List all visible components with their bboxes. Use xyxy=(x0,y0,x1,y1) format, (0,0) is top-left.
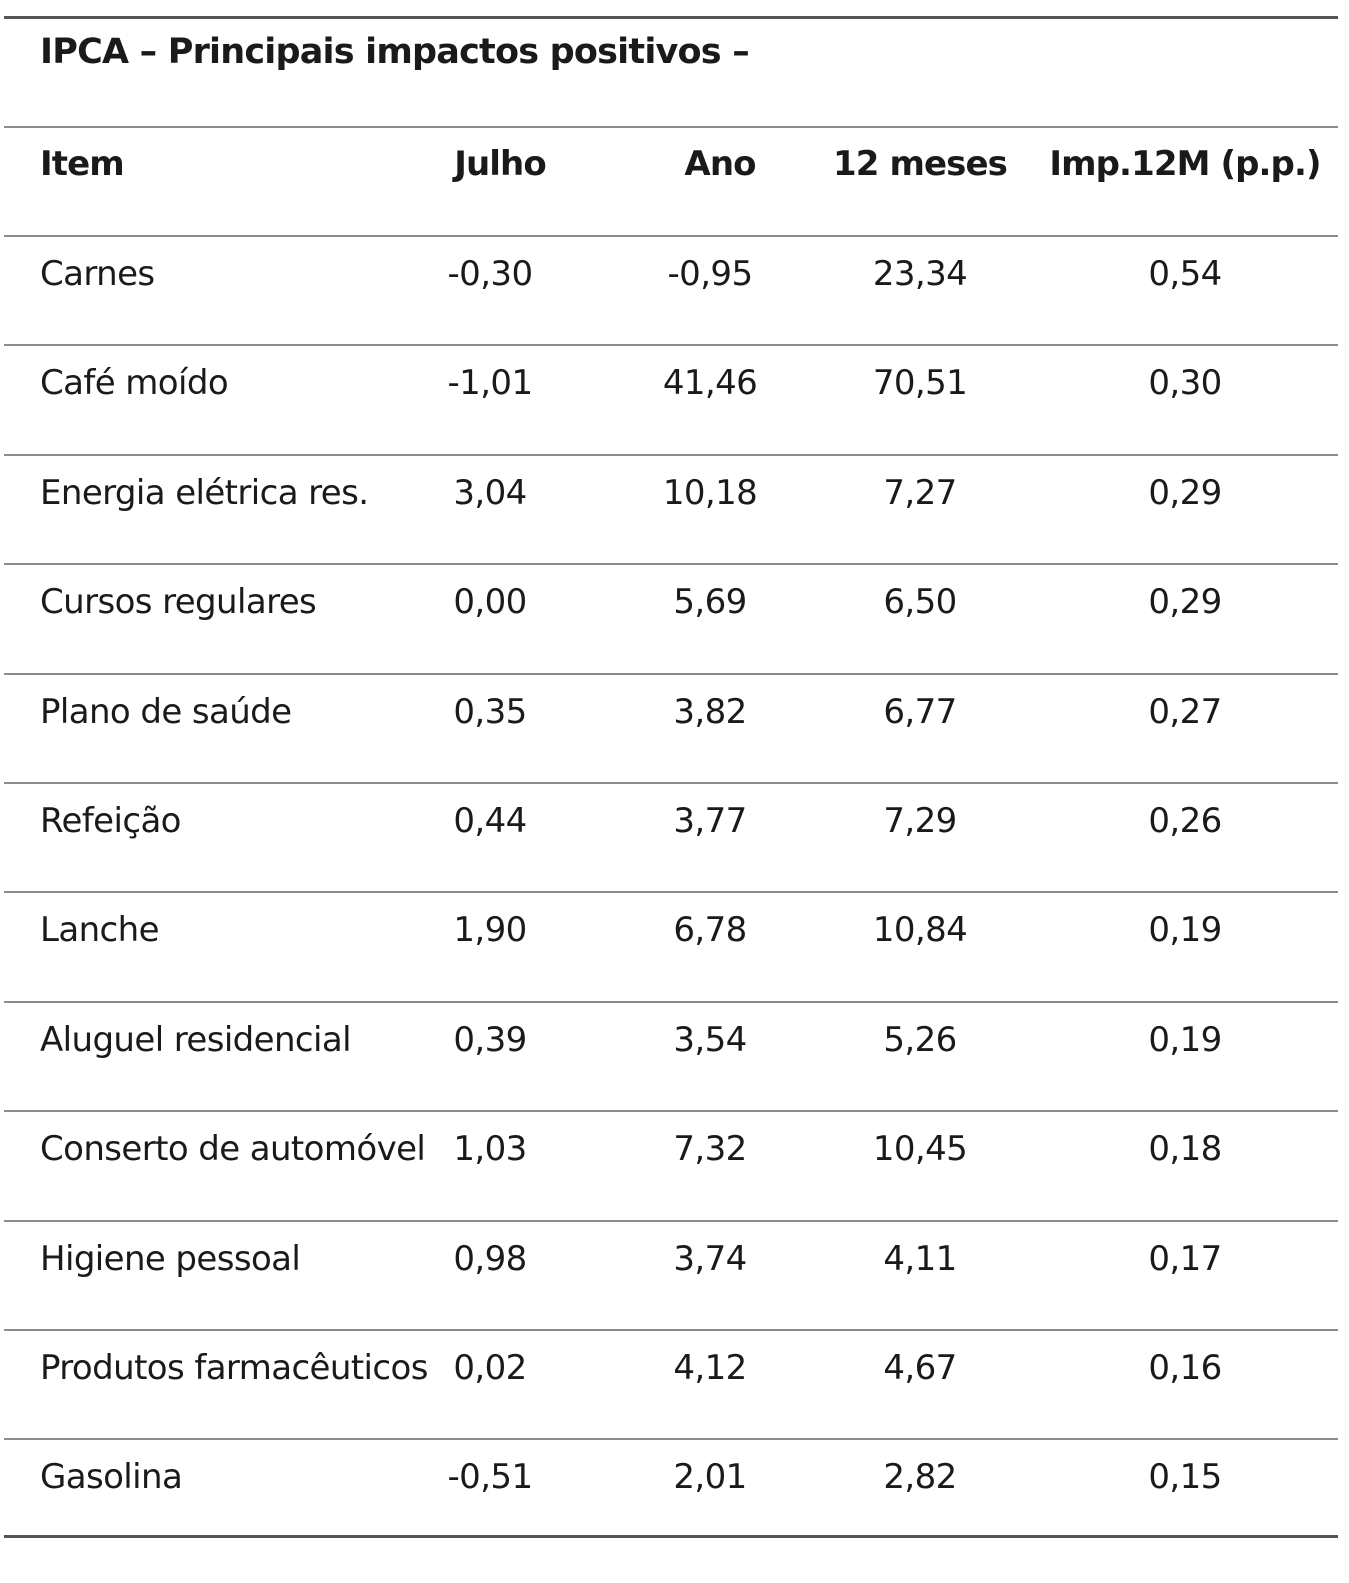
cell-item: Plano de saúde xyxy=(40,692,292,732)
cell-ano: 3,82 xyxy=(673,692,747,732)
cell-impacto-12m: 0,54 xyxy=(1148,254,1222,294)
header-top-divider xyxy=(4,126,1338,128)
cell-ano: 3,54 xyxy=(673,1020,747,1060)
cell-julho: 0,00 xyxy=(453,582,527,622)
row-divider xyxy=(4,1001,1338,1003)
cell-ano: 5,69 xyxy=(673,582,747,622)
cell-ano: 7,32 xyxy=(673,1129,747,1169)
cell-impacto-12m: 0,15 xyxy=(1148,1457,1222,1497)
cell-ano: 10,18 xyxy=(662,473,758,513)
header-ano: Ano xyxy=(684,144,756,184)
cell-item: Gasolina xyxy=(40,1457,183,1497)
cell-item: Energia elétrica res. xyxy=(40,473,369,513)
row-divider xyxy=(4,782,1338,784)
cell-item: Aluguel residencial xyxy=(40,1020,352,1060)
table-row: Conserto de automóvel 1,03 7,32 10,45 0,18 xyxy=(0,1112,1338,1221)
row-divider xyxy=(4,454,1338,456)
table-row: Plano de saúde 0,35 3,82 6,77 0,27 xyxy=(0,675,1338,784)
cell-impacto-12m: 0,29 xyxy=(1148,473,1222,513)
cell-ano: -0,95 xyxy=(667,254,754,294)
cell-ano: 41,46 xyxy=(662,363,758,403)
cell-12-meses: 7,29 xyxy=(883,801,957,841)
table-title: IPCA – Principais impactos positivos – xyxy=(40,32,750,72)
row-divider xyxy=(4,891,1338,893)
cell-impacto-12m: 0,17 xyxy=(1148,1239,1222,1279)
cell-julho: -0,30 xyxy=(447,254,534,294)
cell-impacto-12m: 0,19 xyxy=(1148,910,1222,950)
cell-ano: 4,12 xyxy=(673,1348,747,1388)
cell-julho: 1,03 xyxy=(453,1129,527,1169)
table-row: Carnes -0,30 -0,95 23,34 0,54 xyxy=(0,237,1338,346)
row-divider xyxy=(4,1438,1338,1440)
row-divider xyxy=(4,1329,1338,1331)
cell-item: Conserto de automóvel xyxy=(40,1129,426,1169)
row-divider xyxy=(4,563,1338,565)
cell-impacto-12m: 0,27 xyxy=(1148,692,1222,732)
table-header-row: Item Julho Ano 12 meses Imp.12M (p.p.) xyxy=(0,128,1338,237)
bottom-border xyxy=(4,1535,1338,1538)
table-row: Lanche 1,90 6,78 10,84 0,19 xyxy=(0,893,1338,1002)
cell-impacto-12m: 0,19 xyxy=(1148,1020,1222,1060)
cell-12-meses: 6,77 xyxy=(883,692,957,732)
row-divider xyxy=(4,235,1338,237)
header-julho: Julho xyxy=(454,144,546,184)
cell-julho: 0,02 xyxy=(453,1348,527,1388)
table-row: Aluguel residencial 0,39 3,54 5,26 0,19 xyxy=(0,1003,1338,1112)
cell-julho: -0,51 xyxy=(447,1457,534,1497)
cell-12-meses: 70,51 xyxy=(872,363,968,403)
cell-item: Refeição xyxy=(40,801,181,841)
table-row: Higiene pessoal 0,98 3,74 4,11 0,17 xyxy=(0,1222,1338,1331)
cell-julho: 0,39 xyxy=(453,1020,527,1060)
table-row: Gasolina -0,51 2,01 2,82 0,15 xyxy=(0,1440,1338,1549)
cell-impacto-12m: 0,16 xyxy=(1148,1348,1222,1388)
cell-12-meses: 4,67 xyxy=(883,1348,957,1388)
cell-12-meses: 10,84 xyxy=(872,910,968,950)
row-divider xyxy=(4,344,1338,346)
cell-12-meses: 6,50 xyxy=(883,582,957,622)
cell-julho: 0,98 xyxy=(453,1239,527,1279)
cell-ano: 2,01 xyxy=(673,1457,747,1497)
cell-12-meses: 10,45 xyxy=(872,1129,968,1169)
row-divider xyxy=(4,1220,1338,1222)
table-row: Produtos farmacêuticos 0,02 4,12 4,67 0,16 xyxy=(0,1331,1338,1440)
cell-impacto-12m: 0,29 xyxy=(1148,582,1222,622)
header-item: Item xyxy=(40,144,125,184)
cell-impacto-12m: 0,18 xyxy=(1148,1129,1222,1169)
table-row: Cursos regulares 0,00 5,69 6,50 0,29 xyxy=(0,565,1338,674)
row-divider xyxy=(4,673,1338,675)
cell-12-meses: 7,27 xyxy=(883,473,957,513)
cell-12-meses: 5,26 xyxy=(883,1020,957,1060)
cell-julho: 0,35 xyxy=(453,692,527,732)
cell-item: Higiene pessoal xyxy=(40,1239,301,1279)
table-row: Refeição 0,44 3,77 7,29 0,26 xyxy=(0,784,1338,893)
cell-ano: 3,77 xyxy=(673,801,747,841)
cell-item: Café moído xyxy=(40,363,229,403)
cell-impacto-12m: 0,26 xyxy=(1148,801,1222,841)
cell-impacto-12m: 0,30 xyxy=(1148,363,1222,403)
cell-julho: -1,01 xyxy=(447,363,534,403)
cell-12-meses: 4,11 xyxy=(883,1239,957,1279)
cell-item: Cursos regulares xyxy=(40,582,317,622)
header-impacto-12m: Imp.12M (p.p.) xyxy=(1049,144,1321,184)
cell-julho: 1,90 xyxy=(453,910,527,950)
cell-julho: 0,44 xyxy=(453,801,527,841)
table-row: Energia elétrica res. 3,04 10,18 7,27 0,29 xyxy=(0,456,1338,565)
cell-julho: 3,04 xyxy=(453,473,527,513)
cell-12-meses: 2,82 xyxy=(883,1457,957,1497)
row-divider xyxy=(4,1110,1338,1112)
cell-item: Lanche xyxy=(40,910,159,950)
table-row: Café moído -1,01 41,46 70,51 0,30 xyxy=(0,346,1338,455)
cell-12-meses: 23,34 xyxy=(872,254,968,294)
cell-ano: 6,78 xyxy=(673,910,747,950)
header-12-meses: 12 meses xyxy=(833,144,1008,184)
cell-ano: 3,74 xyxy=(673,1239,747,1279)
top-border xyxy=(4,16,1338,19)
cell-item: Produtos farmacêuticos xyxy=(40,1348,428,1388)
cell-item: Carnes xyxy=(40,254,155,294)
title-block: IPCA – Principais impactos positivos – xyxy=(0,0,1338,128)
